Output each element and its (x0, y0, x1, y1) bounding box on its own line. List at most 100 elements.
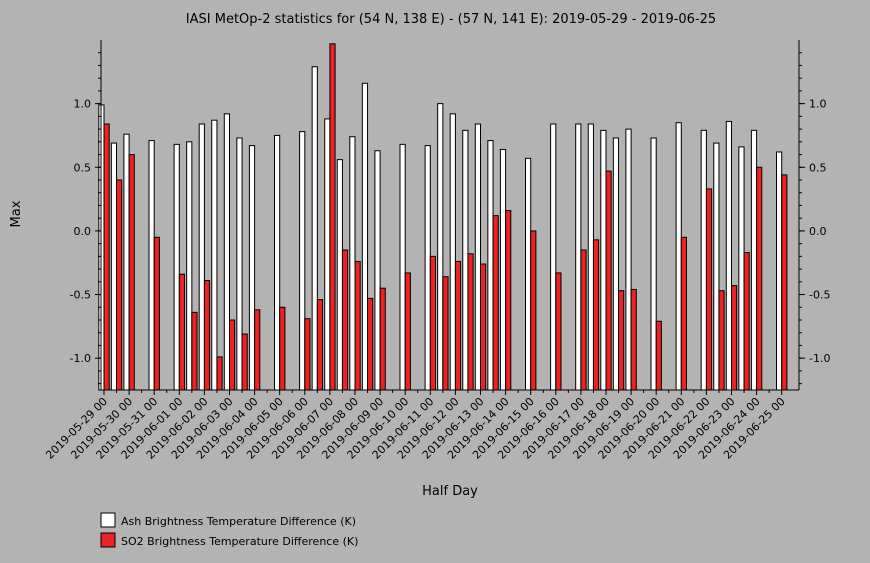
bar-ash-16 (299, 131, 306, 391)
bar-so2-14 (279, 306, 286, 391)
bar-so2-29 (467, 253, 474, 391)
bar-so2-21 (367, 297, 374, 391)
bar-ash-6 (173, 143, 180, 391)
bar-ash-31 (487, 140, 494, 391)
bar-so2-11 (241, 333, 248, 391)
bar-so2-54 (781, 174, 788, 391)
bar-ash-19 (336, 159, 343, 391)
legend-label-ash: Ash Brightness Temperature Difference (K… (121, 515, 356, 528)
y-tick-label-left: 0.0 (74, 225, 92, 238)
bar-so2-22 (379, 287, 386, 391)
bar-so2-9 (216, 356, 223, 391)
bar-ash-41 (612, 137, 620, 391)
bar-ash-26 (424, 145, 431, 391)
bar-so2-50 (731, 285, 738, 391)
bar-ash-42 (625, 128, 632, 391)
bar-so2-16 (304, 318, 311, 391)
y-tick-label-right: 0.0 (809, 225, 827, 238)
bar-ash-18 (324, 118, 331, 391)
bar-ash-14 (274, 134, 281, 391)
bar-ash-27 (437, 103, 444, 391)
bar-ash-22 (374, 150, 381, 391)
bar-so2-24 (404, 272, 411, 391)
bars (98, 43, 788, 391)
bar-so2-20 (354, 260, 361, 391)
bar-ash-50 (725, 120, 732, 391)
bar-ash-12 (248, 145, 256, 391)
bar-ash-36 (550, 123, 557, 391)
bar-ash-40 (600, 129, 607, 391)
y-axis-label: Max (9, 200, 24, 227)
legend-swatch-ash (100, 512, 116, 528)
bar-so2-19 (341, 249, 349, 391)
bar-so2-39 (592, 239, 600, 391)
bar-ash-10 (223, 113, 231, 391)
bar-so2-52 (756, 166, 763, 391)
bar-so2-31 (492, 215, 499, 391)
x-axis-label: Half Day (422, 484, 478, 499)
bar-so2-44 (655, 320, 662, 391)
y-tick-label-left: -0.5 (70, 289, 91, 302)
bar-so2-12 (254, 309, 261, 391)
bar-so2-48 (705, 188, 713, 391)
bar-so2-32 (505, 210, 512, 391)
bar-ash-21 (361, 82, 369, 391)
y-tick-label-right: -1.0 (809, 352, 830, 365)
y-tick-label-right: 0.5 (809, 161, 827, 174)
bar-ash-52 (750, 129, 758, 391)
legend-entry-so2: SO2 Brightness Temperature Difference (K… (100, 532, 358, 548)
bar-ash-9 (211, 119, 218, 391)
bar-ash-24 (399, 143, 406, 391)
bar-ash-44 (650, 137, 657, 391)
bar-ash-17 (311, 66, 318, 391)
bar-ash-8 (198, 123, 205, 391)
bar-so2-49 (718, 290, 725, 391)
bar-ash-1 (110, 142, 118, 391)
plot-area: -1.0 -0.5 0.0 0.5 1.0 -1.0 -0.5 0.0 0.5 1.0 2019… (43, 40, 830, 462)
bar-ash-46 (675, 122, 682, 391)
y-tick-label-right: -0.5 (809, 289, 830, 302)
bar-ash-48 (700, 129, 707, 391)
bar-so2-26 (429, 255, 436, 391)
y-tick-label-right: 1.0 (809, 98, 827, 111)
y-tick-label-left: -1.0 (70, 352, 91, 365)
bar-so2-38 (580, 249, 587, 391)
bar-so2-18 (329, 43, 336, 391)
legend-swatch-so2 (100, 532, 116, 548)
bar-so2-40 (605, 170, 612, 391)
bar-so2-28 (454, 260, 462, 391)
bar-so2-51 (743, 252, 750, 391)
bar-ash-34 (525, 157, 532, 391)
bar-ash-51 (738, 146, 745, 391)
bar-so2-1 (116, 179, 123, 391)
legend-entry-ash: Ash Brightness Temperature Difference (K… (100, 512, 356, 528)
bar-so2-36 (555, 272, 562, 391)
y-ticks-right: -1.0 -0.5 0.0 0.5 1.0 (799, 52, 830, 385)
bar-so2-6 (178, 273, 186, 391)
chart-title: IASI MetOp-2 statistics for (54 N, 138 E… (186, 12, 716, 27)
bar-ash-49 (713, 142, 720, 391)
bar-so2-2 (128, 154, 135, 391)
bar-so2-4 (153, 236, 160, 391)
bar-ash-2 (123, 133, 130, 391)
bar-so2-7 (191, 311, 198, 391)
y-ticks-left: -1.0 -0.5 0.0 0.5 1.0 (70, 52, 101, 385)
bar-so2-42 (630, 288, 637, 391)
bar-so2-8 (203, 280, 211, 391)
legend: Ash Brightness Temperature Difference (K… (100, 512, 358, 548)
bar-ash-4 (148, 140, 155, 391)
bar-ash-38 (575, 123, 582, 391)
y-tick-label-left: 1.0 (74, 98, 92, 111)
bar-ash-29 (462, 129, 469, 391)
bar-so2-41 (618, 290, 625, 391)
bar-so2-34 (530, 230, 537, 391)
bar-ash-7 (186, 141, 193, 391)
bar-ash-11 (236, 137, 243, 391)
bar-ash-54 (776, 151, 783, 391)
bar-so2-46 (680, 236, 687, 391)
bar-so2-10 (229, 319, 236, 391)
bar-ash-20 (349, 136, 356, 391)
bar-ash-28 (449, 113, 456, 391)
bar-so2-27 (442, 276, 449, 391)
